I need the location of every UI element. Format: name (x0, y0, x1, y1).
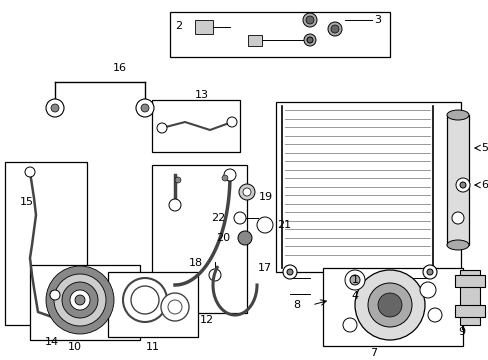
Circle shape (70, 290, 90, 310)
Circle shape (51, 104, 59, 112)
Circle shape (367, 283, 411, 327)
Circle shape (234, 212, 245, 224)
Bar (247, 35, 262, 46)
Text: 11: 11 (146, 342, 160, 352)
Circle shape (169, 199, 181, 211)
Circle shape (426, 269, 432, 275)
Text: 2: 2 (175, 21, 182, 31)
Bar (152, 100, 240, 152)
Circle shape (175, 177, 181, 183)
Text: 8: 8 (292, 300, 299, 310)
Circle shape (451, 212, 463, 224)
Text: 14: 14 (45, 337, 59, 347)
Circle shape (419, 282, 435, 298)
Circle shape (327, 22, 341, 36)
Text: 16: 16 (113, 63, 127, 73)
Circle shape (50, 290, 60, 300)
Bar (30, 265, 140, 340)
Circle shape (222, 175, 227, 181)
Circle shape (286, 269, 292, 275)
Bar (5, 162, 87, 325)
Circle shape (62, 282, 98, 318)
Text: 18: 18 (188, 258, 203, 268)
Circle shape (304, 34, 315, 46)
Circle shape (354, 270, 424, 340)
Bar (195, 20, 213, 34)
Text: 15: 15 (20, 197, 34, 207)
Bar (454, 305, 484, 317)
Text: 19: 19 (259, 192, 273, 202)
Circle shape (349, 275, 359, 285)
Text: 17: 17 (258, 263, 271, 273)
Circle shape (208, 269, 221, 281)
Circle shape (131, 286, 159, 314)
Circle shape (377, 293, 401, 317)
Bar (170, 12, 389, 57)
Circle shape (306, 37, 312, 43)
Text: 6: 6 (480, 180, 487, 190)
Bar (446, 115, 468, 245)
Circle shape (46, 99, 64, 117)
Circle shape (455, 178, 469, 192)
Circle shape (75, 295, 85, 305)
Text: 13: 13 (195, 90, 208, 100)
Circle shape (342, 318, 356, 332)
Bar (454, 275, 484, 287)
Text: 12: 12 (200, 315, 214, 325)
Text: 5: 5 (480, 143, 487, 153)
Circle shape (157, 123, 167, 133)
Circle shape (422, 265, 436, 279)
Bar (275, 102, 460, 272)
Circle shape (303, 13, 316, 27)
Bar (459, 270, 479, 325)
Circle shape (427, 308, 441, 322)
Circle shape (257, 217, 272, 233)
Circle shape (161, 293, 189, 321)
Bar (108, 272, 198, 337)
Circle shape (25, 167, 35, 177)
Text: 10: 10 (68, 342, 82, 352)
Text: 3: 3 (373, 15, 380, 25)
Text: 20: 20 (215, 233, 229, 243)
Bar (323, 268, 462, 346)
Ellipse shape (446, 110, 468, 120)
Circle shape (305, 16, 313, 24)
Circle shape (54, 274, 106, 326)
Circle shape (459, 182, 465, 188)
Bar (152, 165, 246, 313)
Text: 7: 7 (369, 348, 376, 358)
Circle shape (136, 99, 154, 117)
Circle shape (238, 231, 251, 245)
Circle shape (168, 300, 182, 314)
Circle shape (243, 188, 250, 196)
Circle shape (226, 117, 237, 127)
Circle shape (141, 104, 149, 112)
Text: 1: 1 (351, 275, 358, 285)
Text: 9: 9 (458, 327, 465, 337)
Circle shape (345, 270, 364, 290)
Circle shape (46, 266, 114, 334)
Circle shape (283, 265, 296, 279)
Text: 4: 4 (351, 291, 358, 301)
Text: 22: 22 (210, 213, 224, 223)
Circle shape (123, 278, 167, 322)
Ellipse shape (446, 240, 468, 250)
Circle shape (224, 169, 236, 181)
Text: 21: 21 (276, 220, 290, 230)
Circle shape (330, 25, 338, 33)
Circle shape (239, 184, 254, 200)
